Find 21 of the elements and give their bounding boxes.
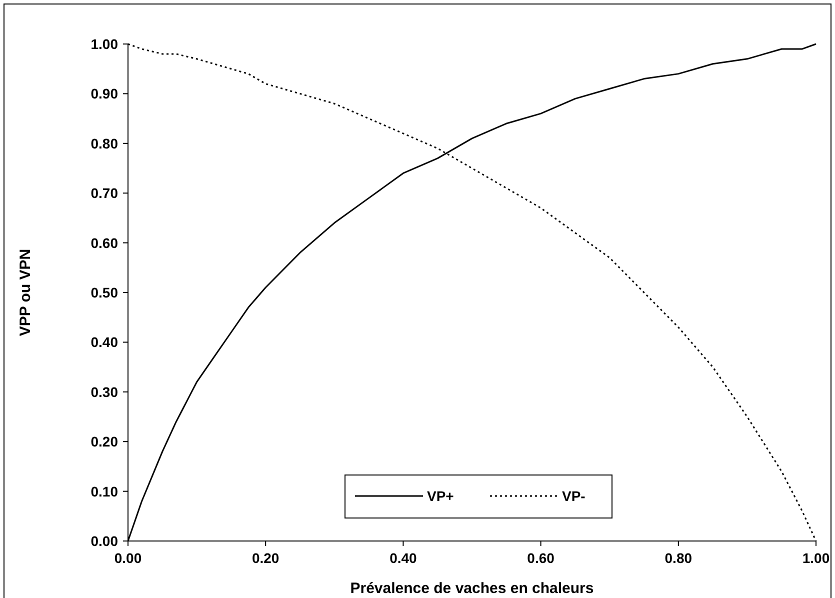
y-tick-label: 0.60 xyxy=(90,234,118,251)
y-tick-label: 0.00 xyxy=(90,533,118,549)
legend-label: VP+ xyxy=(427,488,454,504)
y-tick-label: 0.20 xyxy=(90,434,118,450)
legend-label: VP- xyxy=(562,488,586,504)
y-tick-label: 0.90 xyxy=(90,86,118,102)
y-tick-label: 0.10 xyxy=(90,483,118,500)
y-tick-label: 0.70 xyxy=(90,185,118,202)
y-tick-label: 1.00 xyxy=(90,36,118,52)
x-axis-title: Prévalence de vaches en chaleurs xyxy=(350,580,594,597)
x-tick-label: 0.80 xyxy=(664,550,692,566)
x-tick-label: 0.20 xyxy=(252,550,280,566)
x-tick-label: 0.40 xyxy=(390,550,418,566)
y-tick-label: 0.40 xyxy=(90,334,118,350)
x-tick-label: 1.00 xyxy=(802,550,830,566)
y-tick-label: 0.30 xyxy=(90,384,118,400)
y-axis-title: VPP ou VPN xyxy=(17,248,34,336)
x-tick-label: 0.60 xyxy=(527,550,555,566)
y-tick-label: 0.80 xyxy=(90,135,118,152)
x-tick-label: 0.00 xyxy=(114,550,142,566)
y-tick-label: 0.50 xyxy=(90,284,118,300)
